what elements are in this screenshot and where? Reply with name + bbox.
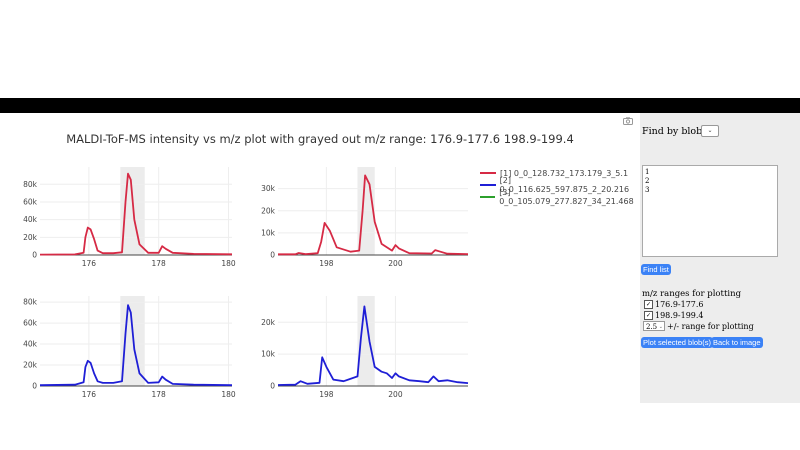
legend-item-1[interactable]: [1] 0_0_128.732_173.179_3_5.1	[480, 167, 640, 179]
panel-2-xtick-label-0: 198	[319, 259, 334, 268]
find-by-blob-label: Find by blob ID	[642, 126, 717, 137]
chevron-down-icon: ⌄	[658, 324, 663, 330]
back-to-image-button[interactable]: Back to image	[711, 337, 763, 348]
panel-3-ytick-label-1: 20k	[23, 361, 38, 370]
ranges-title: m/z ranges for plotting	[642, 289, 742, 299]
legend: [1] 0_0_128.732_173.179_3_5.1 [2] 0_0_11…	[480, 167, 640, 206]
pm-range-value: 2.5	[646, 323, 658, 331]
panel-3-xtick-label-0: 176	[82, 390, 97, 399]
blob-id-select[interactable]: ⌄	[701, 125, 719, 137]
range-row-2: ✓ 198.9-199.4	[644, 311, 704, 320]
panel-1-xtick-label-1: 178	[152, 259, 167, 268]
panel-1-xtick-label-0: 176	[82, 259, 97, 268]
panel-3-shaded-range	[120, 296, 145, 386]
legend-label-2: [2] 0_0_116.625_597.875_2_20.216	[499, 176, 630, 194]
range-row-1: ✓ 176.9-177.6	[644, 300, 704, 309]
panel-2-ytick-label-0: 0	[270, 251, 275, 260]
panel-3-ytick-label-2: 40k	[23, 340, 38, 349]
panel-2-ytick-label-2: 20k	[261, 206, 276, 215]
legend-swatch-2	[480, 184, 496, 186]
panel-1-xtick-label-2: 180	[221, 259, 236, 268]
panel-1-ytick-label-3: 60k	[23, 197, 38, 206]
panel-1-ytick-label-1: 20k	[23, 233, 38, 242]
panel-1-ytick-label-2: 40k	[23, 215, 38, 224]
panel-3-ytick-label-4: 80k	[23, 298, 38, 307]
range-checkbox-1[interactable]: ✓	[644, 300, 653, 309]
panel-2-xtick-label-1: 200	[388, 259, 403, 268]
legend-swatch-1	[480, 172, 496, 174]
camera-icon[interactable]	[623, 117, 633, 125]
pm-range-label: +/- range for plotting	[667, 321, 754, 331]
sidebar-panel: Find by blob ID ⌄ 1 2 3 Find list m/z ra…	[640, 113, 800, 403]
blob-list-textarea[interactable]: 1 2 3	[642, 165, 778, 257]
panel-3-ytick-label-0: 0	[32, 382, 37, 391]
panel-2-ytick-label-3: 30k	[261, 184, 276, 193]
panel-4-series-line	[277, 305, 469, 386]
panel-4-ytick-label-0: 0	[270, 382, 275, 391]
plot-selected-blobs-button[interactable]: Plot selected blob(s)	[641, 337, 713, 348]
legend-item-3[interactable]: [3] 0_0_105.079_277.827_34_21.468	[480, 188, 640, 206]
legend-label-3: [3] 0_0_105.079_277.827_34_21.468	[499, 188, 634, 206]
range-label-1: 176.9-177.6	[655, 300, 704, 309]
panel-1-ytick-label-0: 0	[32, 251, 37, 260]
panel-3-series-line	[39, 304, 233, 387]
charts-svg: 0 20k 40k 60k 80k 176 178 180 0 10k 20k 30k 198 200 0 2…	[23, 167, 469, 399]
plot-area[interactable]: MALDI-ToF-MS intensity vs m/z plot with …	[0, 113, 640, 450]
panel-3-xtick-label-2: 180	[221, 390, 236, 399]
pm-range-row: 2.5 ⌄ +/- range for plotting	[643, 321, 754, 331]
panel-2-ytick-label-1: 10k	[261, 228, 276, 237]
legend-label-1: [1] 0_0_128.732_173.179_3_5.1	[500, 168, 629, 178]
legend-item-2[interactable]: [2] 0_0_116.625_597.875_2_20.216	[480, 176, 640, 194]
top-black-bar	[0, 98, 800, 113]
panel-4-xtick-label-1: 200	[388, 390, 403, 399]
plot-title: MALDI-ToF-MS intensity vs m/z plot with …	[66, 132, 574, 146]
panel-4-ytick-label-1: 10k	[261, 350, 276, 359]
find-list-button[interactable]: Find list	[641, 264, 671, 275]
range-label-2: 198.9-199.4	[655, 311, 704, 320]
panel-3-xtick-label-1: 178	[152, 390, 167, 399]
panel-1-shaded-range	[120, 167, 145, 255]
chevron-down-icon: ⌄	[707, 127, 713, 134]
pm-range-select[interactable]: 2.5 ⌄	[643, 321, 665, 331]
panel-1-series-line	[39, 172, 233, 256]
panel-2-series-line	[278, 174, 469, 256]
range-checkbox-2[interactable]: ✓	[644, 311, 653, 320]
panel-4-xtick-label-0: 198	[319, 390, 334, 399]
panel-4-ytick-label-2: 20k	[261, 318, 276, 327]
panel-4-shaded-range	[357, 296, 375, 386]
legend-swatch-3	[480, 196, 496, 198]
panel-3-ytick-label-3: 60k	[23, 319, 38, 328]
panel-1-ytick-label-4: 80k	[23, 180, 38, 189]
